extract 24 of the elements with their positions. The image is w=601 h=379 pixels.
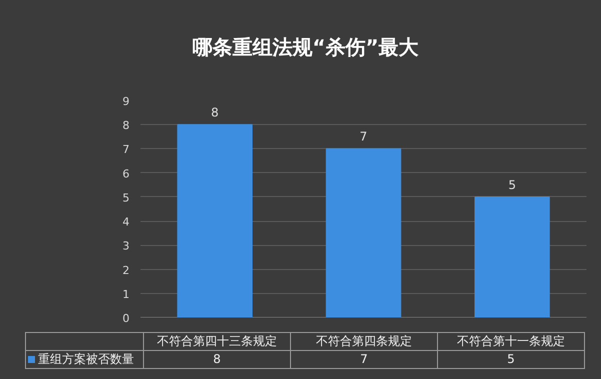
annotation: 8	[211, 106, 219, 120]
data-label: 5	[438, 350, 584, 368]
data-label: 8	[144, 350, 290, 368]
y-tick-label: 7	[122, 143, 130, 156]
x-tick-label: 不符合第四条规定	[290, 332, 438, 350]
y-tick-label: 8	[122, 119, 130, 132]
y-tick-label: 6	[122, 167, 130, 180]
y-tick-label: 9	[122, 95, 130, 108]
annotation: 7	[360, 130, 368, 144]
bar	[326, 148, 402, 318]
bar	[177, 124, 252, 318]
x-tick-label: 不符合第四十三条规定	[144, 332, 290, 350]
chart-title: 哪条重组法规“杀伤”最大	[192, 34, 419, 61]
data-label: 7	[290, 350, 438, 368]
bar	[474, 196, 550, 318]
annotation: 5	[508, 178, 516, 192]
y-tick-label: 0	[122, 312, 130, 325]
y-tick-label: 4	[122, 216, 130, 229]
y-tick-label: 5	[122, 191, 130, 204]
y-tick-label: 1	[122, 288, 130, 301]
x-tick-label: 不符合第十一条规定	[438, 332, 584, 350]
legend-label: 重组方案被否数量	[26, 350, 144, 368]
y-tick-label: 3	[122, 240, 130, 253]
y-tick-label: 2	[122, 264, 130, 277]
